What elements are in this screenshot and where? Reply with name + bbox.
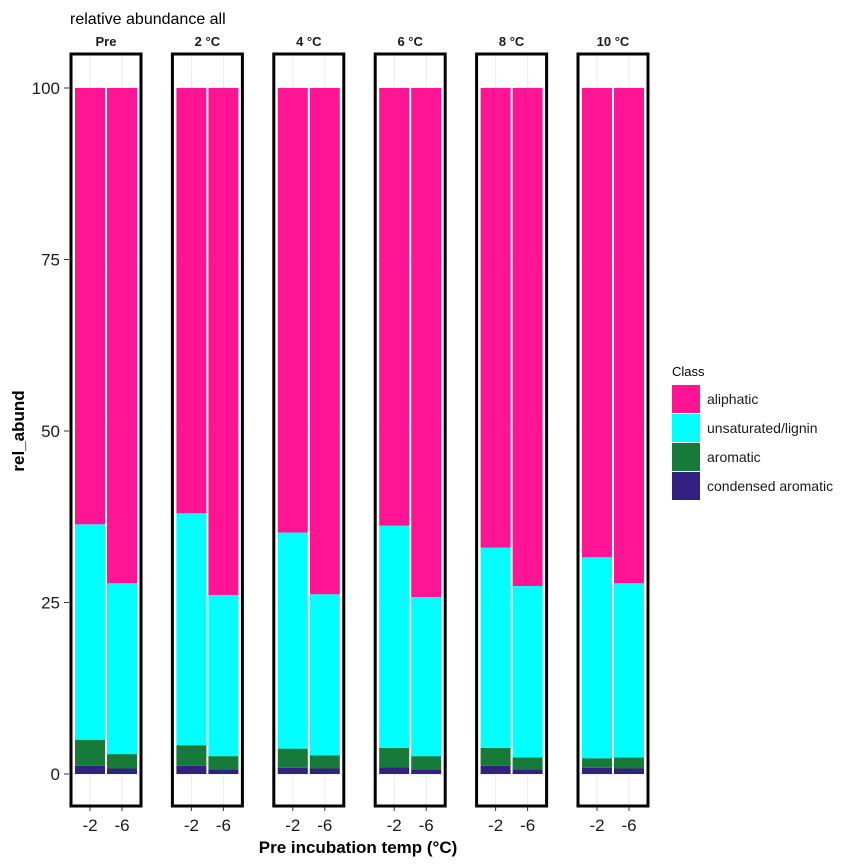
facet-panel-border bbox=[170, 52, 244, 808]
x-tick-label: -2 bbox=[589, 816, 604, 835]
bar-segment-condensed-aromatic bbox=[176, 765, 207, 774]
y-tick-label: 0 bbox=[51, 765, 60, 784]
legend-swatch bbox=[672, 472, 700, 500]
x-tick-label: -6 bbox=[114, 816, 129, 835]
bar-segment-aromatic bbox=[176, 745, 207, 766]
bar-segment-unsaturated-lignin bbox=[582, 557, 612, 759]
bar-segment-aromatic bbox=[379, 747, 410, 768]
bar-segment-condensed-aromatic bbox=[480, 765, 511, 774]
x-tick-label: -2 bbox=[488, 816, 503, 835]
bar-segment-aliphatic bbox=[309, 88, 340, 595]
bar-segment-unsaturated-lignin bbox=[480, 547, 511, 748]
facet-panel: 6 °C -2 -6 bbox=[373, 34, 447, 835]
bar-segment-aromatic bbox=[582, 758, 612, 768]
bar-segment-unsaturated-lignin bbox=[379, 525, 410, 748]
bar-segment-aliphatic bbox=[107, 88, 137, 584]
bar-segment-condensed-aromatic bbox=[411, 769, 442, 774]
bar-segment-condensed-aromatic bbox=[208, 769, 239, 774]
chart-title: relative abundance all bbox=[70, 11, 226, 28]
facet-strip-label: 8 °C bbox=[499, 34, 525, 49]
x-axis-title: Pre incubation temp (°C) bbox=[259, 838, 458, 857]
facet-panel-border bbox=[272, 52, 346, 808]
legend-label: condensed aromatic bbox=[707, 478, 833, 494]
facet-panel-border bbox=[475, 52, 549, 808]
bar-segment-aliphatic bbox=[512, 88, 543, 587]
x-tick-label: -2 bbox=[82, 816, 97, 835]
y-tick-label: 50 bbox=[41, 422, 60, 441]
y-axis: 0 25 50 75 100 bbox=[32, 79, 69, 784]
bar-segment-condensed-aromatic bbox=[309, 768, 340, 774]
facet-panel: 8 °C -2 -6 bbox=[475, 34, 549, 835]
bar-segment-condensed-aromatic bbox=[75, 765, 105, 774]
x-tick-label: -2 bbox=[184, 816, 199, 835]
bar-segment-condensed-aromatic bbox=[582, 767, 612, 774]
bar-segment-aliphatic bbox=[480, 88, 511, 548]
bar-segment-aromatic bbox=[614, 757, 644, 769]
bar-segment-unsaturated-lignin bbox=[208, 594, 239, 757]
x-tick-label: -2 bbox=[285, 816, 300, 835]
y-tick-label: 75 bbox=[41, 251, 60, 270]
legend-label: aliphatic bbox=[707, 391, 758, 407]
x-tick-label: -6 bbox=[216, 816, 231, 835]
bar-segment-condensed-aromatic bbox=[277, 767, 308, 774]
facet-strip-label: 4 °C bbox=[296, 34, 322, 49]
facet-panels: Pre-2 -62 °C-2 -64 °C-2 -66 °C-2 -68 °C-2 -61… bbox=[69, 34, 650, 835]
y-axis-title: rel_abund bbox=[9, 390, 28, 471]
bar-segment-unsaturated-lignin bbox=[411, 597, 442, 757]
facet-strip-label: 6 °C bbox=[397, 34, 423, 49]
bar-segment-condensed-aromatic bbox=[512, 769, 543, 774]
bar-segment-aromatic bbox=[208, 756, 239, 770]
bar-segment-aliphatic bbox=[75, 88, 105, 525]
y-tick-label: 100 bbox=[32, 79, 60, 98]
bar-segment-aliphatic bbox=[176, 88, 207, 514]
facet-panel: 2 °C -2 -6 bbox=[170, 34, 244, 835]
facet-strip-label: 2 °C bbox=[195, 34, 221, 49]
bar-segment-condensed-aromatic bbox=[379, 767, 410, 774]
bar-segment-aliphatic bbox=[582, 88, 612, 558]
legend-swatch bbox=[672, 414, 700, 442]
bar-segment-aromatic bbox=[277, 748, 308, 768]
bar-segment-aliphatic bbox=[208, 88, 239, 595]
bar-segment-condensed-aromatic bbox=[107, 768, 137, 774]
facet-strip-label: 10 °C bbox=[597, 34, 630, 49]
bar-segment-aromatic bbox=[75, 739, 105, 766]
facet-panel-border bbox=[576, 52, 650, 808]
facet-strip-label: Pre bbox=[96, 34, 117, 49]
bar-segment-aliphatic bbox=[411, 88, 442, 598]
legend-label: unsaturated/lignin bbox=[707, 420, 818, 436]
bar-segment-unsaturated-lignin bbox=[277, 532, 308, 749]
bar-segment-unsaturated-lignin bbox=[309, 594, 340, 756]
bar-segment-aliphatic bbox=[277, 88, 308, 533]
legend-swatch bbox=[672, 443, 700, 471]
y-tick-label: 25 bbox=[41, 594, 60, 613]
bar-segment-unsaturated-lignin bbox=[176, 513, 207, 746]
bar-segment-aromatic bbox=[107, 754, 137, 769]
facet-panel: 4 °C -2 -6 bbox=[272, 34, 346, 835]
bar-segment-unsaturated-lignin bbox=[512, 586, 543, 758]
facet-panel-border bbox=[373, 52, 447, 808]
facet-panel: Pre -2 -6 bbox=[69, 34, 143, 835]
bar-segment-unsaturated-lignin bbox=[107, 583, 137, 755]
legend-swatch bbox=[672, 385, 700, 413]
facet-panel-border bbox=[69, 52, 143, 808]
x-tick-label: -6 bbox=[621, 816, 636, 835]
legend: Class aliphatic unsaturated/lignin aromati… bbox=[672, 364, 833, 500]
bar-segment-aromatic bbox=[480, 747, 511, 766]
bar-segment-aromatic bbox=[411, 756, 442, 770]
bar-segment-aliphatic bbox=[614, 88, 644, 584]
x-tick-label: -2 bbox=[387, 816, 402, 835]
x-tick-label: -6 bbox=[520, 816, 535, 835]
bar-segment-aromatic bbox=[309, 755, 340, 769]
legend-label: aromatic bbox=[707, 449, 761, 465]
bar-segment-condensed-aromatic bbox=[614, 768, 644, 774]
legend-title: Class bbox=[672, 364, 705, 379]
bar-segment-unsaturated-lignin bbox=[75, 524, 105, 740]
bar-segment-aliphatic bbox=[379, 88, 410, 526]
bar-segment-aromatic bbox=[512, 757, 543, 770]
bar-segment-unsaturated-lignin bbox=[614, 583, 644, 758]
x-tick-label: -6 bbox=[419, 816, 434, 835]
x-tick-label: -6 bbox=[317, 816, 332, 835]
facet-panel: 10 °C -2 -6 bbox=[576, 34, 650, 835]
